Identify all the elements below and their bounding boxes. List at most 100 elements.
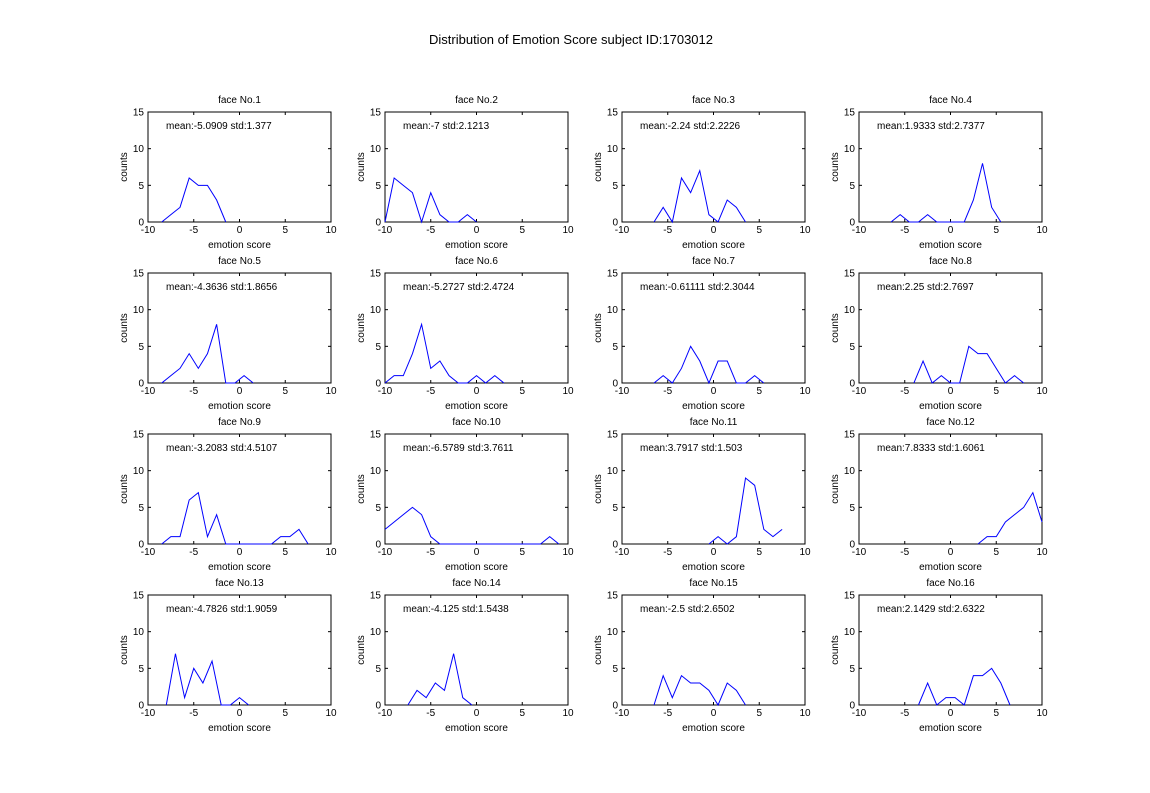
data-point [485,543,486,544]
x-tick-label: 0 [711,225,717,236]
data-point [699,682,700,683]
data-point [439,214,440,215]
y-tick-label: 0 [375,218,381,229]
x-tick-label: 5 [993,386,999,397]
x-tick-label: 0 [948,386,954,397]
y-axis-label: counts [830,152,841,181]
y-tick-label: 0 [375,540,381,551]
y-tick-label: 10 [370,144,382,155]
data-point [211,660,212,661]
data-point [175,653,176,654]
data-point [763,529,764,530]
data-point [467,543,468,544]
series-line [161,491,309,545]
data-point [384,382,385,383]
x-tick-label: -10 [141,386,156,397]
y-axis-label: counts [830,474,841,503]
data-point [476,221,477,222]
x-tick-label: -10 [378,386,393,397]
subplot-face-11: -10 -5 0 5 10 0 5 10 15 face No.11 emotion score co… [593,417,811,573]
data-point [243,375,244,376]
x-tick-label: 10 [562,386,574,397]
axes-box [858,433,1043,545]
y-tick-label: 15 [370,591,382,602]
data-point [690,682,691,683]
x-tick-label: -5 [189,386,198,397]
x-tick-label: -5 [663,708,672,719]
axes-box [858,594,1043,706]
data-point [503,543,504,544]
data-point [207,185,208,186]
data-point [1000,221,1001,222]
x-tick-label: -5 [900,225,909,236]
data-point [458,221,459,222]
axes-box [384,433,569,545]
x-tick-label: -10 [378,547,393,558]
y-tick-label: 15 [844,591,856,602]
data-point [262,543,263,544]
x-tick-label: -10 [615,708,630,719]
axes-box [621,111,806,223]
x-tick-label: 10 [325,225,337,236]
x-axis-label: emotion score [919,562,982,573]
x-tick-label: 5 [519,225,525,236]
data-point [927,214,928,215]
data-point [964,704,965,705]
series-line [977,491,1043,545]
x-axis-label: emotion score [919,240,982,251]
data-point [207,353,208,354]
data-point [558,543,559,544]
data-point [476,543,477,544]
data-point [1005,382,1006,383]
y-axis-label: counts [593,635,604,664]
x-tick-label: -5 [189,708,198,719]
data-point [782,529,783,530]
subplot-face-3: -10 -5 0 5 10 0 5 10 15 face No.3 emotion score cou… [593,95,811,251]
data-point [672,221,673,222]
x-tick-label: 5 [756,225,762,236]
data-point [471,704,472,705]
data-point [494,543,495,544]
y-axis-label: counts [830,313,841,342]
data-point [243,543,244,544]
data-point [202,682,203,683]
x-tick-label: 10 [799,547,811,558]
x-axis-label: emotion score [919,723,982,734]
axes-box [384,272,569,384]
data-point [503,382,504,383]
data-point [672,382,673,383]
y-tick-label: 5 [612,664,618,675]
data-point [221,704,222,705]
y-tick-label: 0 [612,701,618,712]
data-point [170,214,171,215]
y-tick-label: 15 [607,430,619,441]
stats-annotation: mean:2.25 std:2.7697 [877,282,974,293]
y-tick-label: 0 [138,540,144,551]
data-point [736,207,737,208]
data-point [225,221,226,222]
data-point [708,382,709,383]
stats-annotation: mean:-6.5789 std:3.7611 [403,443,514,454]
data-point [430,368,431,369]
data-point [179,207,180,208]
y-tick-label: 15 [607,591,619,602]
x-tick-label: 0 [711,708,717,719]
data-point [918,704,919,705]
data-point [384,221,385,222]
data-point [945,221,946,222]
y-tick-label: 0 [612,379,618,390]
data-point [672,697,673,698]
x-tick-label: -5 [663,547,672,558]
stats-annotation: mean:-5.0909 std:1.377 [166,121,272,132]
x-tick-label: -10 [615,547,630,558]
x-tick-label: -5 [426,708,435,719]
y-tick-label: 5 [849,181,855,192]
y-tick-label: 10 [370,466,382,477]
data-point [421,221,422,222]
data-point [708,690,709,691]
data-point [166,704,167,705]
subplot-title: face No.6 [455,256,498,267]
data-point [996,368,997,369]
x-tick-label: -10 [852,386,867,397]
data-point [161,221,162,222]
